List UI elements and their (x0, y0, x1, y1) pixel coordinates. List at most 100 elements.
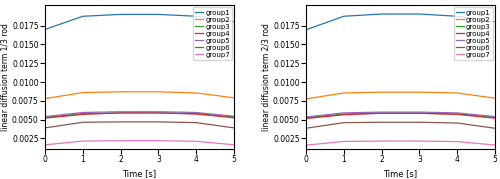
group7 (378, 140, 384, 142)
group4 (454, 113, 460, 115)
group2 (303, 98, 309, 100)
group1 (303, 29, 309, 31)
group3 (492, 116, 498, 118)
group4 (416, 112, 422, 114)
Y-axis label: linear diffusion term 2/3 rod: linear diffusion term 2/3 rod (261, 23, 270, 131)
Line: group4: group4 (45, 113, 234, 118)
Line: group5: group5 (45, 112, 234, 117)
group3 (194, 113, 200, 115)
group3 (416, 112, 422, 114)
group7 (303, 144, 309, 146)
group7 (454, 141, 460, 143)
Line: group1: group1 (45, 14, 234, 29)
group6 (118, 121, 124, 123)
group4 (303, 117, 309, 120)
group1 (42, 28, 48, 30)
group1 (118, 13, 124, 15)
group4 (194, 113, 200, 115)
group1 (454, 15, 460, 17)
group7 (80, 140, 86, 142)
Line: group7: group7 (45, 141, 234, 145)
group3 (80, 113, 86, 115)
group4 (42, 117, 48, 119)
group5 (42, 116, 48, 118)
group3 (156, 112, 162, 114)
group4 (156, 112, 162, 114)
group2 (80, 91, 86, 94)
Line: group6: group6 (306, 122, 495, 128)
group6 (42, 127, 48, 129)
group4 (118, 112, 124, 114)
group2 (492, 97, 498, 99)
group6 (80, 121, 86, 123)
group5 (156, 111, 162, 113)
group4 (340, 114, 346, 116)
group6 (416, 121, 422, 123)
Line: group3: group3 (45, 113, 234, 117)
group7 (231, 144, 237, 146)
Line: group4: group4 (306, 113, 495, 118)
group3 (42, 116, 48, 118)
group3 (118, 112, 124, 114)
group5 (340, 112, 346, 114)
group6 (303, 127, 309, 129)
group3 (303, 117, 309, 119)
group1 (378, 13, 384, 15)
Line: group7: group7 (306, 141, 495, 145)
group2 (231, 97, 237, 99)
X-axis label: Time [s]: Time [s] (384, 169, 418, 178)
group7 (492, 144, 498, 146)
group5 (454, 112, 460, 114)
group5 (303, 116, 309, 118)
Line: group6: group6 (45, 122, 234, 128)
Legend: group1, group2, group3, group4, group5, group6, group7: group1, group2, group3, group4, group5, … (454, 8, 493, 60)
group6 (378, 121, 384, 123)
group2 (194, 92, 200, 94)
group5 (118, 111, 124, 113)
group3 (231, 116, 237, 118)
group5 (416, 111, 422, 113)
group6 (340, 122, 346, 124)
group5 (194, 111, 200, 113)
Line: group2: group2 (306, 92, 495, 99)
group4 (378, 112, 384, 114)
group7 (416, 140, 422, 142)
group2 (340, 92, 346, 94)
group1 (156, 13, 162, 15)
group5 (492, 116, 498, 118)
group5 (80, 111, 86, 113)
group2 (378, 91, 384, 93)
group1 (340, 15, 346, 17)
group2 (156, 91, 162, 93)
group1 (80, 15, 86, 17)
group7 (194, 140, 200, 142)
group6 (156, 121, 162, 123)
X-axis label: Time [s]: Time [s] (122, 169, 156, 178)
group1 (416, 13, 422, 15)
group5 (231, 115, 237, 117)
Legend: group1, group2, group3, group4, group5, group6, group7: group1, group2, group3, group4, group5, … (192, 8, 232, 60)
group2 (454, 92, 460, 94)
group4 (80, 113, 86, 115)
Y-axis label: linear diffusion term 1/3 rod: linear diffusion term 1/3 rod (0, 23, 9, 131)
Line: group2: group2 (45, 92, 234, 99)
group1 (194, 15, 200, 17)
group7 (340, 140, 346, 142)
group1 (231, 21, 237, 23)
group3 (378, 112, 384, 114)
group6 (194, 122, 200, 124)
group3 (454, 113, 460, 115)
group2 (42, 98, 48, 100)
Line: group1: group1 (306, 14, 495, 30)
group2 (416, 91, 422, 93)
group4 (231, 117, 237, 119)
Line: group5: group5 (306, 112, 495, 117)
group6 (492, 127, 498, 129)
group6 (231, 127, 237, 129)
group7 (42, 144, 48, 146)
group6 (454, 122, 460, 124)
group2 (118, 91, 124, 93)
group5 (378, 111, 384, 113)
group7 (156, 140, 162, 142)
group4 (492, 117, 498, 119)
